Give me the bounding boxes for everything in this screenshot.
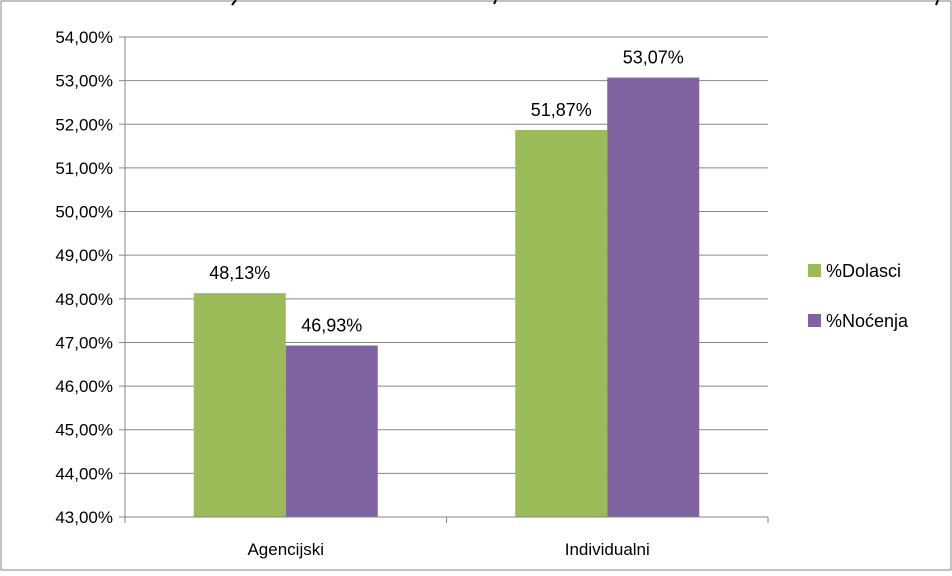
y-tick-label: 54,00% — [55, 28, 113, 47]
x-tick-labels: Agencijski Individualni — [247, 540, 649, 559]
x-tick-label: Agencijski — [247, 540, 324, 559]
y-tick-label: 51,00% — [55, 159, 113, 178]
y-tick-label: 50,00% — [55, 203, 113, 222]
legend: %Dolasci %Noćenja — [808, 261, 909, 331]
y-tick-label: 53,00% — [55, 72, 113, 91]
y-tick-labels: 43,00% 44,00% 45,00% 46,00% 47,00% 48,00% 49,0… — [55, 28, 113, 527]
y-tick-label: 52,00% — [55, 115, 113, 134]
legend-swatch — [808, 264, 821, 277]
data-label: 46,93% — [301, 316, 362, 336]
bar-nocenja — [285, 345, 378, 517]
bar-dolasci — [515, 129, 608, 518]
legend-swatch — [808, 314, 821, 327]
axes — [119, 36, 769, 523]
legend-label: %Dolasci — [826, 261, 901, 281]
bar-dolasci — [193, 293, 286, 517]
y-tick-label: 44,00% — [55, 464, 113, 483]
y-tick-label: 47,00% — [55, 333, 113, 352]
legend-label: %Noćenja — [826, 311, 909, 331]
bars — [193, 77, 700, 518]
cropped-title-remnant — [231, 0, 939, 6]
data-label: 51,87% — [531, 100, 592, 120]
y-tick-label: 45,00% — [55, 421, 113, 440]
data-labels: 48,13% 46,93% 51,87% 53,07% — [209, 48, 684, 336]
y-tick-label: 48,00% — [55, 290, 113, 309]
x-tick-label: Individualni — [565, 540, 650, 559]
y-tick-label: 49,00% — [55, 246, 113, 265]
y-tick-label: 43,00% — [55, 508, 113, 527]
data-label: 48,13% — [209, 263, 270, 283]
data-label: 53,07% — [623, 48, 684, 68]
bar-nocenja — [607, 77, 700, 517]
y-tick-label: 46,00% — [55, 377, 113, 396]
